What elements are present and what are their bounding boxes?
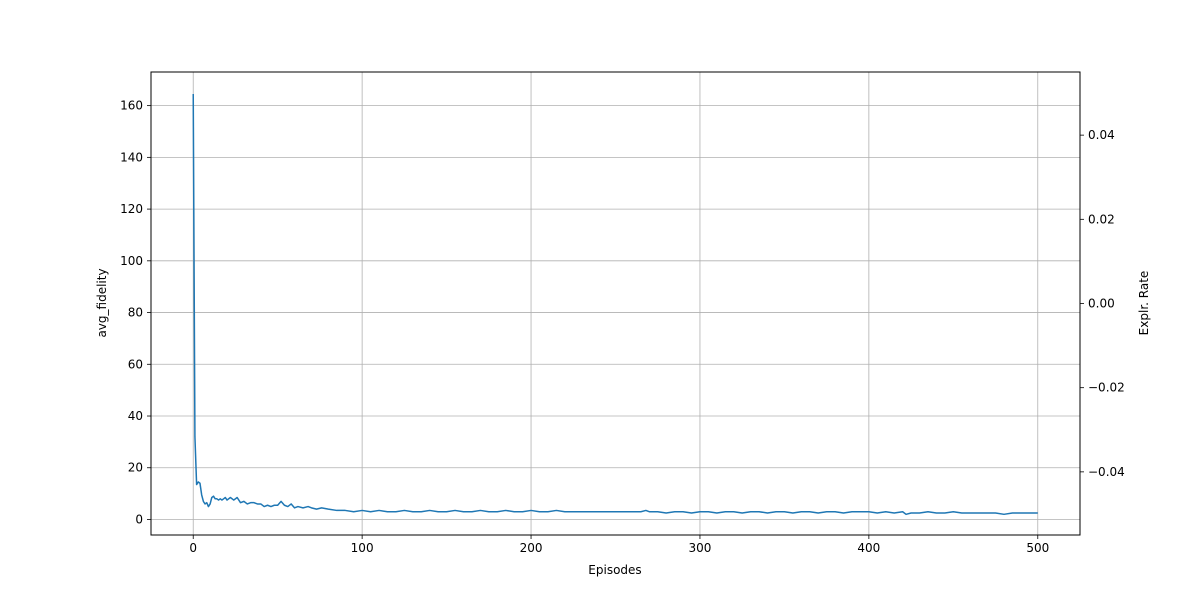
series-layer xyxy=(192,93,1038,516)
x-axis: 0 100 200 300 400 500 xyxy=(189,535,1049,555)
y-tick-label: 100 xyxy=(120,254,143,268)
x-tick-label: 400 xyxy=(857,541,880,555)
x-tick-label: 300 xyxy=(689,541,712,555)
y-right-tick-label: 0.04 xyxy=(1088,128,1115,142)
y-right-tick-label: −0.02 xyxy=(1088,381,1125,395)
y-tick-label: 120 xyxy=(120,202,143,216)
y-right-tick-label: −0.04 xyxy=(1088,465,1125,479)
x-axis-label: Episodes xyxy=(588,563,641,577)
y-tick-label: 0 xyxy=(135,512,143,526)
plot-frame xyxy=(150,71,1081,536)
y-axis-right: −0.04 −0.02 0.00 0.02 0.04 xyxy=(1080,128,1125,479)
y-tick-label: 20 xyxy=(128,461,143,475)
y-tick-label: 80 xyxy=(128,306,143,320)
series-line xyxy=(192,93,1038,516)
x-tick-label: 100 xyxy=(351,541,374,555)
x-tick-label: 500 xyxy=(1026,541,1049,555)
y-tick-label: 60 xyxy=(128,357,143,371)
y-right-tick-label: 0.00 xyxy=(1088,297,1115,311)
y-axis-label-right: Explr. Rate xyxy=(1137,271,1151,336)
y-tick-label: 160 xyxy=(120,99,143,113)
grid-layer xyxy=(151,72,1080,535)
x-tick-label: 0 xyxy=(189,541,197,555)
y-right-tick-label: 0.02 xyxy=(1088,212,1115,226)
y-axis-label: avg_fidelity xyxy=(95,268,109,337)
y-tick-label: 140 xyxy=(120,150,143,164)
x-tick-label: 200 xyxy=(520,541,543,555)
y-tick-label: 40 xyxy=(128,409,143,423)
y-axis-left: 0 20 40 60 80 100 120 140 160 xyxy=(120,99,151,526)
